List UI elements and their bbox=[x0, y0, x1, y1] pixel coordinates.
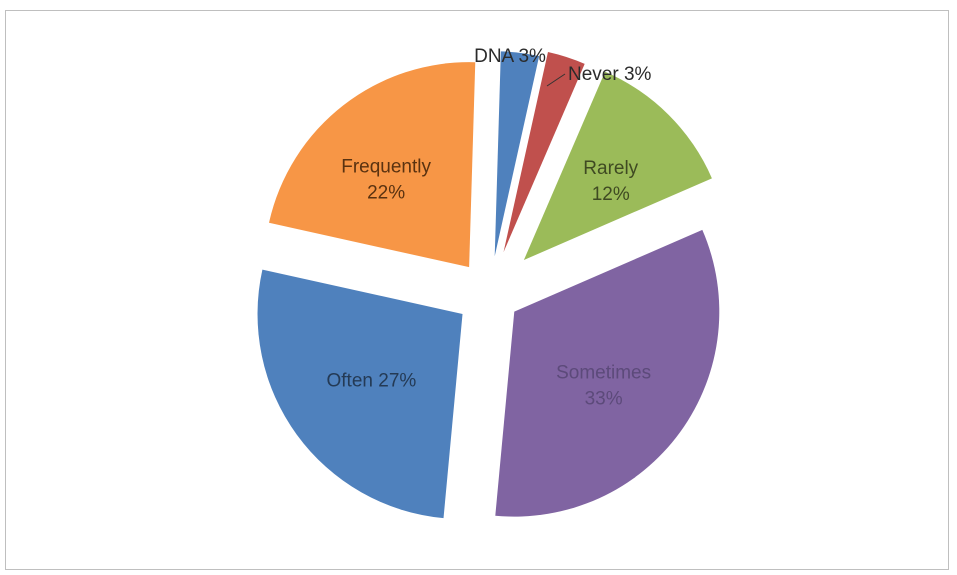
leader-line-never bbox=[546, 73, 566, 87]
pie-label-sometimes: Sometimes 33% bbox=[556, 363, 651, 410]
pie-slice-often bbox=[257, 269, 463, 519]
chart-frame bbox=[5, 10, 949, 570]
pie-slice-frequently bbox=[268, 62, 476, 268]
pie-slice-never bbox=[503, 52, 585, 253]
pie-slice-dna bbox=[494, 51, 540, 257]
pie-labels: DNA 3% Never 3% Rarely 12% Sometimes 33% Often… bbox=[327, 46, 652, 410]
pie-label-never: Never 3% bbox=[568, 64, 652, 85]
pie-label-frequently: Frequently 22% bbox=[341, 156, 431, 203]
pie-slice-sometimes bbox=[495, 229, 720, 517]
pie-slices bbox=[257, 51, 720, 519]
pie-label-rarely: Rarely 12% bbox=[583, 158, 638, 205]
pie-label-dna: DNA 3% bbox=[474, 46, 546, 67]
pie-label-often: Often 27% bbox=[327, 370, 417, 391]
pie-slice-rarely bbox=[523, 71, 712, 261]
